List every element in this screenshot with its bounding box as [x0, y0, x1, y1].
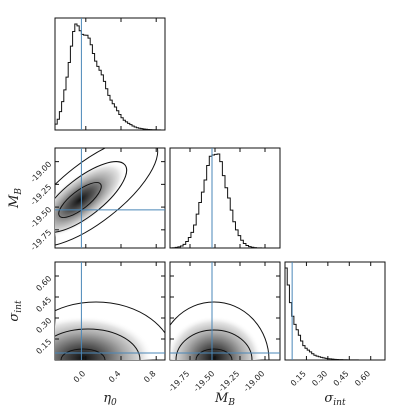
contour-eta0-MB-inner — [58, 181, 102, 219]
xtick-label: 0.15 — [289, 369, 308, 388]
ytick-label: 0.60 — [34, 274, 53, 293]
contour-MB-sigma-outer — [170, 301, 270, 360]
xlabel-eta0: η0 — [103, 391, 117, 408]
ytick-label: 0.15 — [34, 337, 53, 356]
xtick-label: -19.75 — [167, 369, 192, 394]
xtick-label: 0.30 — [310, 369, 329, 388]
xlabel-sigma: σint — [324, 391, 346, 408]
xtick-label: 0.4 — [107, 369, 122, 384]
density-MB-sigma — [170, 316, 262, 360]
ytick-label: -19.00 — [29, 160, 54, 185]
xtick-label: 0.0 — [72, 369, 87, 384]
xlabel-MB: MB — [214, 391, 235, 408]
xtick-label: -19.50 — [192, 369, 217, 394]
ylabel-sigma: σint — [7, 300, 24, 322]
ytick-label: -19.25 — [29, 182, 54, 207]
histogram-sigma — [284, 267, 386, 361]
contour-eta0-sigma-mid — [55, 328, 141, 360]
ylabel-MB: MB — [7, 188, 24, 209]
xtick-label: 0.45 — [332, 369, 351, 388]
contour-MB-sigma-mid — [175, 329, 253, 360]
xtick-label: 0.60 — [353, 369, 372, 388]
joint-MB-sigma-panel — [170, 301, 270, 360]
ytick-label: -19.75 — [29, 228, 54, 253]
xtick-label: -19.25 — [217, 369, 242, 394]
xtick-label: -19.00 — [242, 369, 267, 394]
panel-frame-2-2 — [284, 261, 386, 361]
joint-eta0-MB-panel — [55, 148, 159, 248]
density-eta0-MB — [55, 161, 126, 239]
histogram-eta0 — [54, 23, 166, 131]
ytick-label: 0.30 — [34, 316, 53, 335]
ytick-label: 0.45 — [34, 295, 53, 314]
ytick-label: -19.50 — [29, 205, 54, 230]
panel-frame-0-0 — [54, 17, 166, 131]
joint-eta0-sigma-panel — [55, 301, 165, 360]
xtick-label: 0.8 — [142, 369, 157, 384]
contour-eta0-sigma-inner — [60, 348, 106, 360]
histogram-MB — [169, 153, 280, 249]
contour-eta0-MB-mid — [55, 161, 128, 233]
contour-MB-sigma-inner — [195, 348, 233, 360]
contour-eta0-sigma-outer — [55, 301, 165, 334]
panel-frame-1-1 — [169, 147, 281, 249]
contour-eta0-MB-outer — [55, 148, 159, 248]
